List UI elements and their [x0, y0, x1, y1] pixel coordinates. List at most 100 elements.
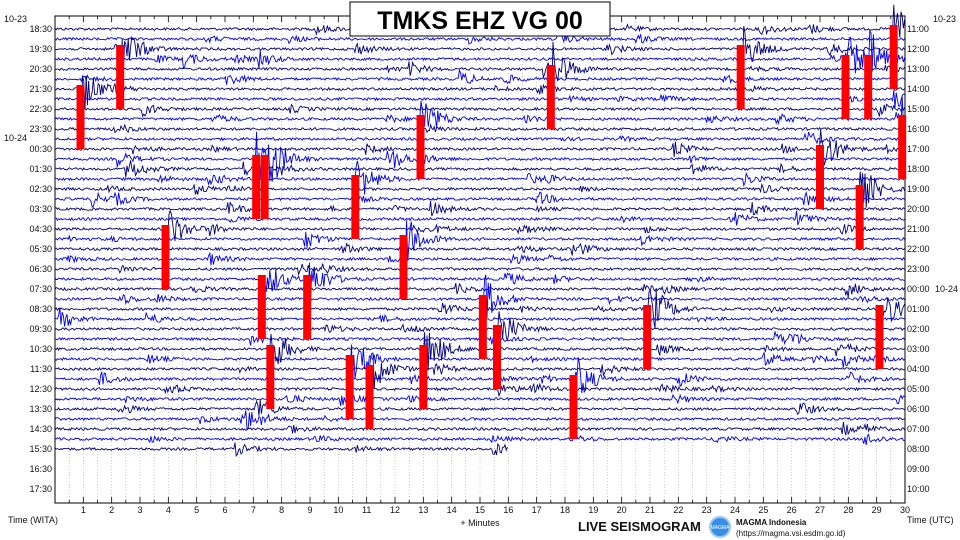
seismic-trace — [54, 399, 905, 416]
x-tick-label: 13 — [418, 505, 428, 515]
org-url: (https://magma.vsi.esdm.go.id) — [736, 529, 846, 538]
magma-logo-icon — [709, 516, 731, 538]
left-time-label: 21:30 — [29, 84, 52, 94]
clip-marker — [855, 185, 864, 249]
right-time-label: 09:00 — [907, 464, 930, 474]
clip-marker — [257, 275, 266, 339]
left-time-label: 19:30 — [29, 44, 52, 54]
left-time-label: 15:30 — [29, 444, 52, 454]
right-time-label: 04:00 — [907, 364, 930, 374]
clip-marker — [116, 45, 125, 109]
right-time-label: 06:00 — [907, 404, 930, 414]
title-box — [349, 1, 611, 37]
clip-markers — [76, 25, 907, 439]
left-time-label: 14:30 — [29, 424, 52, 434]
x-tick-label: 15 — [475, 505, 485, 515]
clip-marker — [161, 225, 170, 289]
seismic-trace — [54, 131, 905, 145]
x-tick-label: 9 — [307, 505, 312, 515]
right-time-label: 15:00 — [907, 104, 930, 114]
x-tick-label: 18 — [560, 505, 570, 515]
right-date-label: 10-24 — [935, 284, 958, 294]
seismic-trace — [55, 358, 905, 394]
clip-marker — [841, 55, 850, 119]
clip-marker — [898, 115, 907, 179]
seismic-trace — [54, 90, 905, 108]
right-time-label: 08:00 — [907, 444, 930, 454]
logo-text: MAGMA — [711, 525, 731, 531]
clip-marker — [546, 65, 555, 129]
x-tick-label: 24 — [730, 505, 740, 515]
x-tick-label: 11 — [362, 505, 371, 515]
seismic-trace — [54, 171, 906, 208]
x-tick-label: 23 — [702, 505, 712, 515]
left-time-label: 08:30 — [29, 304, 52, 314]
seismic-trace — [54, 262, 905, 306]
left-time-label: 17:30 — [29, 484, 52, 494]
x-tick-label: 26 — [787, 505, 797, 515]
clip-marker — [493, 325, 501, 389]
clip-marker — [816, 145, 824, 209]
x-tick-label: 19 — [588, 505, 598, 515]
seismic-trace — [54, 382, 905, 398]
x-tick-label: 22 — [673, 505, 683, 515]
seismic-trace — [54, 96, 905, 129]
right-axis-label: Time (UTC) — [907, 515, 954, 525]
right-time-label: 00:00 — [907, 284, 930, 294]
seismic-trace — [54, 393, 905, 406]
x-tick-label: 21 — [645, 505, 655, 515]
seismic-trace — [54, 352, 905, 390]
left-axis-label: Time (WITA) — [8, 515, 58, 525]
right-time-label: 03:00 — [907, 344, 930, 354]
right-time-label: 05:00 — [907, 384, 930, 394]
x-tick-label: 30 — [900, 505, 910, 515]
seismic-trace — [54, 263, 905, 276]
seismic-trace — [54, 421, 905, 436]
x-tick-label: 1 — [81, 505, 86, 515]
left-time-label: 23:30 — [29, 124, 52, 134]
right-time-label: 12:00 — [907, 44, 930, 54]
right-time-label: 13:00 — [907, 64, 930, 74]
left-time-label: 04:30 — [29, 224, 52, 234]
clip-marker — [351, 175, 360, 239]
right-time-label: 10:00 — [907, 484, 930, 494]
seismic-trace — [54, 68, 905, 85]
left-time-label: 09:30 — [29, 324, 52, 334]
x-tick-label: 7 — [251, 505, 256, 515]
x-tick-label: 8 — [279, 505, 284, 515]
left-time-label: 12:30 — [29, 384, 52, 394]
clip-marker — [266, 345, 275, 409]
right-date-label: 10-23 — [933, 14, 956, 24]
seismic-trace — [54, 129, 905, 166]
clip-marker — [416, 115, 425, 179]
left-time-label: 01:30 — [29, 164, 52, 174]
right-time-label: 23:00 — [907, 264, 930, 274]
x-tick-label: 25 — [758, 505, 768, 515]
right-time-label: 14:00 — [907, 84, 930, 94]
left-time-label: 05:30 — [29, 244, 52, 254]
left-time-label: 06:30 — [29, 264, 52, 274]
seismic-trace — [54, 123, 905, 134]
clip-marker — [419, 345, 428, 409]
right-time-label: 22:00 — [907, 244, 930, 254]
seismic-trace — [54, 220, 905, 269]
org-name: MAGMA Indonesia — [736, 518, 807, 527]
right-time-label: 19:00 — [907, 184, 930, 194]
right-time-label: 17:00 — [907, 144, 930, 154]
chart-title: TMKS EHZ VG 00 — [377, 7, 583, 35]
left-time-label: 00:30 — [29, 144, 52, 154]
clip-marker — [76, 85, 85, 149]
seismic-trace — [54, 283, 905, 298]
clip-marker — [303, 275, 312, 339]
left-time-label: 03:30 — [29, 204, 52, 214]
clip-marker — [864, 55, 873, 119]
x-tick-label: 27 — [815, 505, 825, 515]
seismic-trace — [54, 160, 905, 178]
seismic-trace — [54, 41, 905, 94]
x-tick-label: 20 — [617, 505, 627, 515]
brand-label: LIVE SEISMOGRAM — [578, 519, 701, 534]
x-tick-label: 5 — [194, 505, 199, 515]
left-time-label: 10:30 — [29, 344, 52, 354]
seismic-trace — [54, 75, 905, 114]
